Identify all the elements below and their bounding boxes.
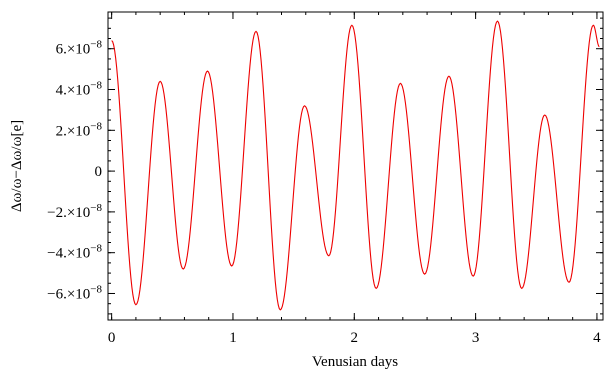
y-tick-label: 0: [95, 164, 103, 180]
x-tick-labels: 0 1 2 3 4: [108, 330, 601, 346]
y-tick-mantissa: −6.×10: [47, 286, 90, 302]
y-tick-mantissa: 2.×10: [56, 123, 91, 139]
y-tick-label: −6.×10−8: [47, 283, 102, 302]
y-tick-mantissa: −2.×10: [47, 205, 90, 221]
x-axis-label: Venusian days: [312, 354, 398, 370]
y-tick-labels: −6.×10−8−4.×10−8−2.×10−802.×10−84.×10−86…: [47, 39, 102, 303]
y-tick-label: 4.×10−8: [56, 80, 103, 99]
y-tick-mantissa: −4.×10: [47, 246, 90, 262]
x-tick-label: 4: [593, 330, 601, 346]
y-tick-exponent: −8: [90, 202, 102, 214]
y-tick-exponent: −8: [90, 39, 102, 51]
y-tick-label: −2.×10−8: [47, 202, 102, 221]
y-axis-label: Δω/ω−Δω/ω[e]: [9, 120, 25, 212]
y-tick-label: −4.×10−8: [47, 243, 102, 262]
y-tick-label: 2.×10−8: [56, 120, 103, 139]
series-line: [111, 20, 600, 311]
y-tick-exponent: −8: [90, 283, 102, 295]
axis-ticks: [108, 12, 603, 320]
y-tick-exponent: −8: [90, 243, 102, 255]
x-tick-label: 1: [229, 330, 237, 346]
x-tick-label: 0: [108, 330, 116, 346]
y-tick-mantissa: 4.×10: [56, 83, 91, 99]
y-tick-mantissa: 0: [95, 164, 103, 180]
y-tick-label: 6.×10−8: [56, 39, 103, 58]
x-tick-label: 3: [472, 330, 480, 346]
y-tick-exponent: −8: [90, 80, 102, 92]
y-tick-mantissa: 6.×10: [56, 42, 91, 58]
x-tick-label: 2: [351, 330, 359, 346]
y-tick-exponent: −8: [90, 120, 102, 132]
plot-frame: [107, 11, 604, 321]
